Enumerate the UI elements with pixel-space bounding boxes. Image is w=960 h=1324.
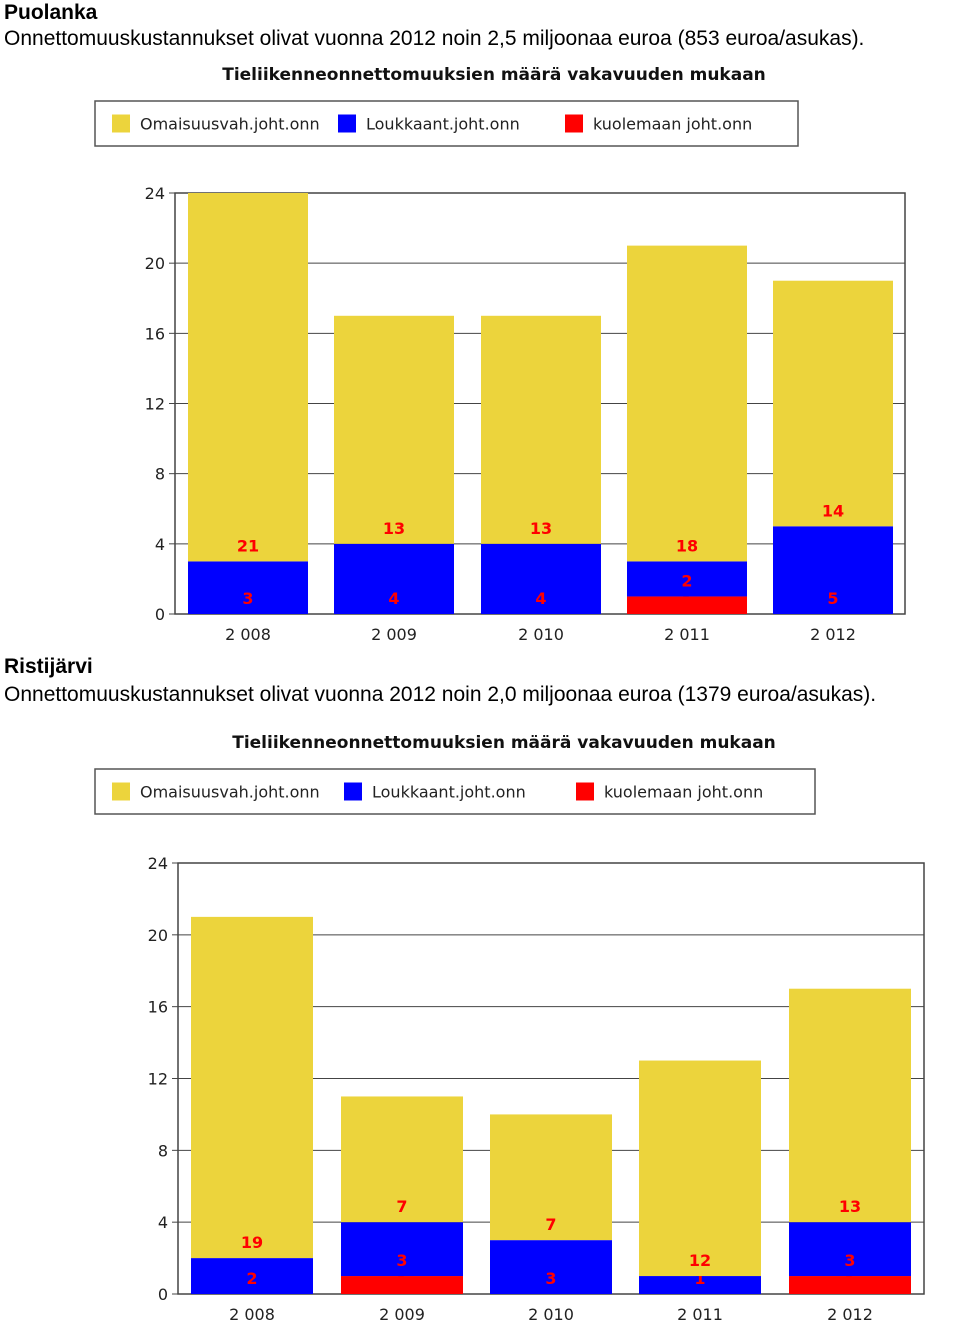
y-tick-label: 8 <box>155 465 165 484</box>
legend-swatch <box>112 114 130 133</box>
bar-segment <box>481 543 601 614</box>
data-label: 1 <box>694 1269 705 1288</box>
x-tick-label: 2 010 <box>528 1305 574 1324</box>
bar-segment <box>191 916 313 1259</box>
legend-entry: kuolemaan joht.onn <box>593 115 752 134</box>
bar-segment <box>789 988 911 1223</box>
bar-segment <box>334 543 454 614</box>
data-label: 7 <box>396 1197 407 1216</box>
legend-entry: kuolemaan joht.onn <box>604 783 763 802</box>
x-tick-label: 2 008 <box>229 1305 275 1324</box>
data-label: 13 <box>383 519 405 538</box>
x-tick-label: 2 009 <box>379 1305 425 1324</box>
bar-segment <box>481 315 601 544</box>
x-tick-label: 2 010 <box>518 625 564 644</box>
y-tick-label: 8 <box>158 1141 168 1160</box>
x-tick-label: 2 008 <box>225 625 271 644</box>
bar-segment <box>341 1276 463 1294</box>
data-label: 18 <box>676 536 698 555</box>
data-label: 3 <box>844 1251 855 1270</box>
legend-entry: Loukkaant.joht.onn <box>372 783 526 802</box>
y-tick-label: 0 <box>158 1285 168 1304</box>
bar-segment <box>191 1258 313 1294</box>
legend-swatch <box>576 782 594 801</box>
y-tick-label: 24 <box>145 184 165 203</box>
y-tick-label: 20 <box>145 254 165 273</box>
chart-ristijarvi: Tieliikenneonnettomuuksien määrä vakavuu… <box>94 733 925 1324</box>
data-label: 19 <box>241 1233 263 1252</box>
legend-entry: Omaisuusvah.joht.onn <box>140 115 320 134</box>
bar-segment <box>639 1276 761 1294</box>
chart-puolanka: Tieliikenneonnettomuuksien määrä vakavuu… <box>94 65 906 644</box>
section-description-puolanka: Onnettomuuskustannukset olivat vuonna 20… <box>4 27 865 50</box>
data-label: 13 <box>530 519 552 538</box>
y-tick-label: 12 <box>148 1070 168 1089</box>
data-label: 3 <box>242 589 253 608</box>
bar-segment <box>627 245 747 562</box>
data-label: 12 <box>689 1251 711 1270</box>
chart-title: Tieliikenneonnettomuuksien määrä vakavuu… <box>222 65 766 85</box>
data-label: 1 <box>396 1271 407 1290</box>
data-label: 1 <box>844 1271 855 1290</box>
bar-segment <box>789 1222 911 1277</box>
bar-segment <box>334 315 454 544</box>
bar-segment <box>773 526 893 614</box>
data-label: 4 <box>388 589 399 608</box>
y-tick-label: 12 <box>145 395 165 414</box>
y-tick-label: 0 <box>155 605 165 624</box>
legend-entry: Omaisuusvah.joht.onn <box>140 783 320 802</box>
legend-swatch <box>338 114 356 133</box>
x-tick-label: 2 012 <box>810 625 856 644</box>
bar-segment <box>639 1060 761 1277</box>
data-label: 2 <box>681 571 692 590</box>
data-label: 4 <box>535 589 546 608</box>
x-tick-label: 2 011 <box>677 1305 723 1324</box>
legend-box <box>94 100 799 147</box>
data-label: 2 <box>246 1269 257 1288</box>
legend-entry: Loukkaant.joht.onn <box>366 115 520 134</box>
y-tick-label: 4 <box>158 1213 168 1232</box>
data-label: 7 <box>545 1215 556 1234</box>
y-tick-label: 16 <box>145 324 165 343</box>
y-tick-label: 20 <box>148 926 168 945</box>
section-title-ristijarvi: Ristijärvi <box>4 655 93 678</box>
legend-box <box>94 768 816 815</box>
data-label: 13 <box>839 1197 861 1216</box>
y-tick-label: 24 <box>148 854 168 873</box>
chart-title: Tieliikenneonnettomuuksien määrä vakavuu… <box>232 733 776 753</box>
bar-segment <box>341 1222 463 1277</box>
section-description-ristijarvi: Onnettomuuskustannukset olivat vuonna 20… <box>4 683 877 706</box>
bar-segment <box>627 561 747 597</box>
x-tick-label: 2 009 <box>371 625 417 644</box>
legend-swatch <box>565 114 583 133</box>
bar-segment <box>188 561 308 614</box>
data-label: 3 <box>396 1251 407 1270</box>
bar-segment <box>773 280 893 527</box>
legend-swatch <box>112 782 130 801</box>
data-label: 21 <box>237 536 259 555</box>
section-title-puolanka: Puolanka <box>4 1 98 24</box>
bar-segment <box>341 1096 463 1223</box>
x-tick-label: 2 012 <box>827 1305 873 1324</box>
bar-segment <box>490 1114 612 1241</box>
data-label: 14 <box>822 501 844 520</box>
y-tick-label: 16 <box>148 998 168 1017</box>
data-label: 1 <box>681 591 692 610</box>
data-label: 5 <box>827 589 838 608</box>
x-tick-label: 2 011 <box>664 625 710 644</box>
bar-segment <box>188 193 308 562</box>
y-tick-label: 4 <box>155 535 165 554</box>
bar-segment <box>627 596 747 614</box>
bar-segment <box>490 1240 612 1294</box>
data-label: 3 <box>545 1269 556 1288</box>
bar-segment <box>789 1276 911 1294</box>
legend-swatch <box>344 782 362 801</box>
